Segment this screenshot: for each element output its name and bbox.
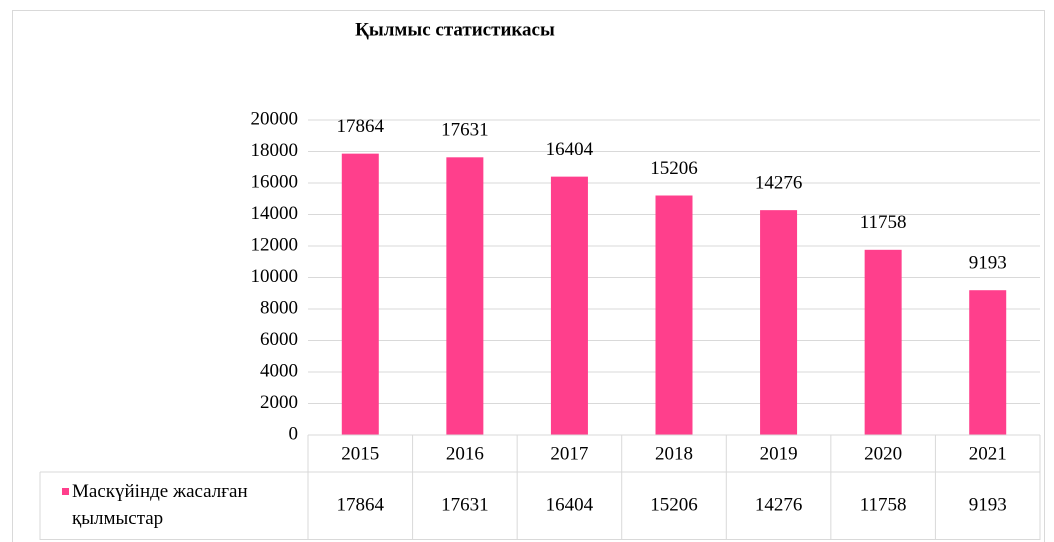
x-tick-label: 2019: [760, 443, 798, 464]
data-label: 14276: [755, 173, 803, 194]
y-tick-label: 12000: [251, 234, 299, 255]
y-tick-label: 2000: [260, 392, 298, 413]
y-tick-label: 18000: [251, 140, 299, 161]
legend-label: Маскүйінде жасалған қылмыстар: [72, 481, 248, 529]
table-value: 17864: [337, 494, 385, 515]
table-value: 14276: [755, 494, 803, 515]
table-value: 15206: [650, 494, 698, 515]
data-label: 9193: [969, 253, 1007, 274]
table-value: 9193: [969, 494, 1007, 515]
bar: [655, 195, 693, 435]
y-tick-label: 4000: [260, 360, 298, 381]
y-tick-label: 10000: [251, 266, 299, 287]
data-label: 16404: [546, 139, 594, 160]
table-value: 16404: [546, 494, 594, 515]
table-value: 17631: [441, 494, 489, 515]
x-tick-label: 2018: [655, 443, 693, 464]
chart-title: Қылмыс статистикасы: [355, 19, 555, 40]
x-tick-label: 2016: [446, 443, 484, 464]
x-tick-label: 2021: [969, 443, 1007, 464]
bar: [446, 157, 484, 435]
x-tick-label: 2020: [864, 443, 902, 464]
bar: [864, 249, 902, 435]
y-tick-label: 16000: [251, 171, 299, 192]
bar: [760, 210, 798, 435]
x-tick-label: 2015: [341, 443, 379, 464]
x-tick-label: 2017: [550, 443, 588, 464]
chart-frame: [12, 10, 1045, 542]
y-tick-label: 0: [289, 423, 299, 444]
y-tick-label: 20000: [251, 108, 299, 129]
bar: [341, 153, 379, 435]
y-tick-label: 8000: [260, 297, 298, 318]
data-label: 15206: [650, 158, 698, 179]
y-tick-label: 6000: [260, 329, 298, 350]
data-label: 11758: [860, 212, 907, 233]
data-label: 17631: [441, 120, 489, 141]
y-tick-label: 14000: [251, 203, 299, 224]
data-label: 17864: [337, 116, 385, 137]
table-value: 11758: [860, 494, 907, 515]
bar: [969, 290, 1007, 435]
legend-marker: [62, 488, 69, 495]
bar: [550, 176, 588, 435]
